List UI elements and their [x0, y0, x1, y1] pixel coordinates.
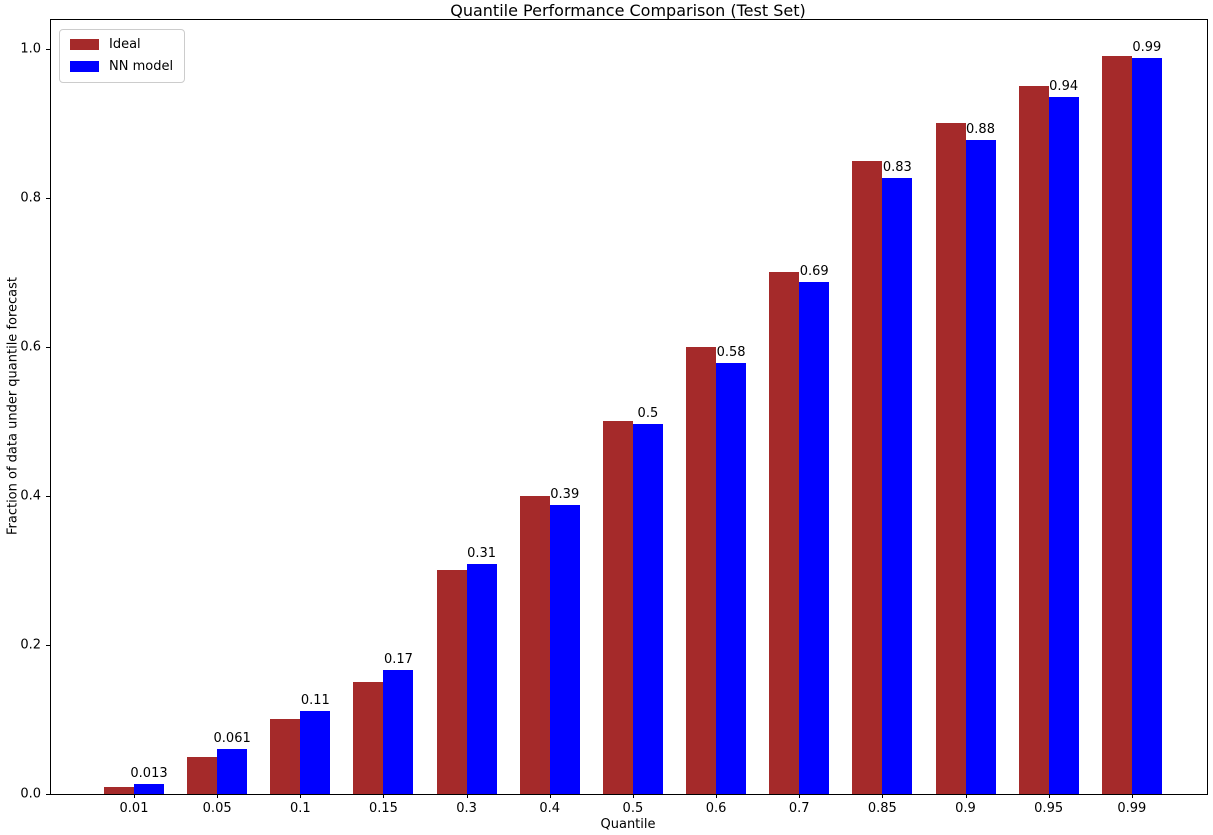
bar-ideal: [769, 272, 800, 794]
y-axis-label: Fraction of data under quantile forecast: [5, 276, 21, 536]
x-axis-label: Quantile: [600, 817, 656, 832]
x-tick-label: 0.6: [705, 801, 727, 816]
x-tick-mark: [1131, 794, 1133, 798]
bar-ideal: [602, 421, 633, 794]
bar-ideal: [436, 570, 467, 794]
y-tick-mark: [46, 645, 50, 646]
bar-nn-model: [799, 282, 830, 794]
bar-nn-model: [300, 711, 331, 794]
legend-item-nn-model: NN model: [70, 59, 173, 74]
legend-swatch-nn-model: [70, 61, 99, 72]
bar-ideal: [104, 787, 134, 794]
bar-ideal: [852, 161, 883, 794]
bar-nn-model: [217, 749, 248, 794]
x-tick-label: 0.95: [1034, 801, 1064, 816]
x-tick-label: 0.05: [202, 801, 232, 816]
y-tick-mark: [46, 49, 50, 50]
x-tick-label: 0.85: [867, 801, 897, 816]
bar-ideal: [187, 757, 218, 794]
x-tick-mark: [466, 794, 468, 798]
bar-value-label: 0.061: [213, 730, 251, 746]
x-tick-label: 0.5: [622, 801, 644, 816]
x-tick-mark: [549, 794, 551, 798]
bar-nn-model: [1048, 97, 1079, 794]
bar-nn-model: [383, 670, 414, 794]
bar-nn-model: [632, 424, 663, 794]
bar-value-label: 0.69: [799, 264, 829, 280]
legend-swatch-ideal: [70, 39, 99, 50]
x-tick-mark: [1048, 794, 1050, 798]
x-tick-mark: [882, 794, 884, 798]
legend-label-ideal: Ideal: [109, 37, 141, 52]
y-tick-label: 0.6: [20, 339, 41, 355]
y-tick-mark: [46, 347, 50, 348]
y-tick-label: 0.4: [20, 488, 41, 504]
y-tick-mark: [46, 496, 50, 497]
y-tick-mark: [46, 794, 50, 795]
bar-value-label: 0.58: [716, 345, 746, 361]
x-tick-mark: [632, 794, 634, 798]
bar-value-label: 0.39: [550, 486, 580, 502]
x-tick-label: 0.3: [456, 801, 477, 816]
x-tick-label: 0.1: [289, 801, 311, 816]
chart-title: Quantile Performance Comparison (Test Se…: [450, 1, 806, 20]
y-tick-label: 0.8: [20, 190, 41, 206]
x-tick-mark: [383, 794, 385, 798]
bar-ideal: [519, 496, 550, 794]
bar-value-label: 0.83: [882, 159, 912, 175]
y-tick-label: 0.0: [20, 786, 41, 802]
x-tick-label: 0.4: [539, 801, 561, 816]
x-tick-label: 0.01: [119, 801, 149, 816]
bar-ideal: [1018, 86, 1049, 794]
bar-ideal: [270, 719, 301, 794]
y-tick-mark: [46, 198, 50, 199]
bar-nn-model: [549, 505, 580, 794]
x-tick-mark: [217, 794, 219, 798]
bar-value-label: 0.99: [1132, 39, 1162, 55]
bar-value-label: 0.31: [467, 545, 497, 561]
legend-item-ideal: Ideal: [70, 37, 173, 52]
bar-value-label: 0.17: [383, 651, 413, 667]
y-tick-label: 0.2: [20, 637, 41, 653]
bar-value-label: 0.5: [637, 405, 659, 421]
bar-value-label: 0.11: [300, 692, 330, 708]
x-tick-mark: [716, 794, 718, 798]
x-tick-mark: [300, 794, 302, 798]
plot-area: Ideal NN model 0.013 0.01 0.061 0.05 0.11 0.1…: [20, 19, 1208, 816]
x-tick-label: 0.7: [788, 801, 810, 816]
bar-nn-model: [134, 784, 164, 794]
x-tick-label: 0.15: [368, 801, 398, 816]
x-tick-mark: [134, 794, 135, 798]
x-tick-label: 0.9: [955, 801, 976, 816]
bar-ideal: [353, 682, 384, 794]
y-tick-label: 1.0: [20, 41, 41, 57]
bar-nn-model: [882, 178, 913, 794]
bar-ideal: [935, 123, 966, 794]
x-tick-mark: [799, 794, 801, 798]
bar-value-label: 0.88: [966, 121, 995, 137]
bar-nn-model: [716, 363, 747, 794]
bar-ideal: [1101, 56, 1132, 794]
x-tick-mark: [965, 794, 967, 798]
bar-nn-model: [466, 564, 497, 794]
bar-nn-model: [1131, 58, 1162, 794]
bar-value-label: 0.94: [1049, 79, 1079, 95]
bar-ideal: [686, 347, 717, 794]
legend: Ideal NN model: [59, 29, 186, 83]
legend-label-nn-model: NN model: [109, 59, 174, 74]
x-tick-label: 0.99: [1117, 801, 1147, 816]
bar-value-label: 0.013: [130, 766, 168, 782]
bar-nn-model: [965, 140, 996, 794]
